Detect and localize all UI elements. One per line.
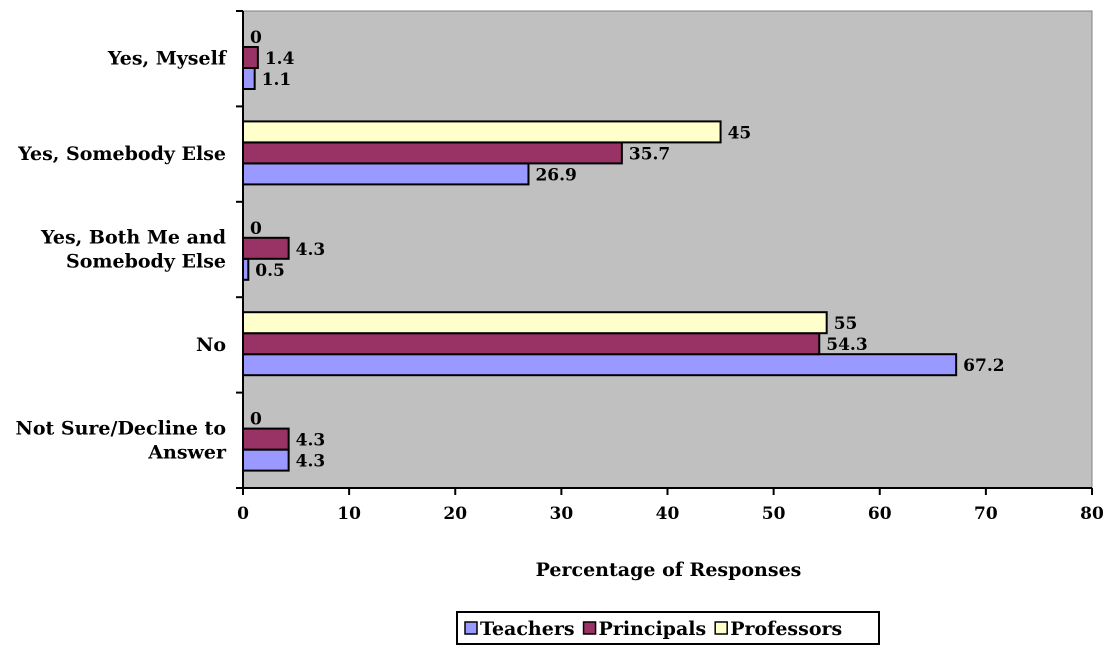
legend-swatch-teachers xyxy=(464,621,478,635)
value-label-teachers: 0.5 xyxy=(255,261,285,281)
bar-professors xyxy=(242,311,828,335)
x-tick-label: 10 xyxy=(337,504,361,524)
value-label-professors: 0 xyxy=(250,410,262,430)
bar-teachers xyxy=(242,162,530,186)
plot-area xyxy=(242,10,1093,489)
value-label-professors: 55 xyxy=(834,314,858,334)
value-label-principals: 54.3 xyxy=(826,335,867,355)
bar-principals xyxy=(242,46,259,69)
legend-label-principals: Principals xyxy=(599,618,707,640)
bar-principals xyxy=(242,332,821,356)
value-label-teachers: 4.3 xyxy=(296,452,326,472)
x-tick-label: 70 xyxy=(974,504,998,524)
bar-principals xyxy=(242,236,290,260)
legend-swatch-principals xyxy=(582,621,597,635)
category-label: Yes, Myself xyxy=(107,48,228,70)
x-tick-label: 60 xyxy=(868,504,892,524)
bar-teachers xyxy=(242,448,290,472)
value-label-professors: 0 xyxy=(250,219,262,239)
legend-label-teachers: Teachers xyxy=(480,618,575,640)
category-label: Yes, Both Me and Somebody Else xyxy=(40,227,226,273)
bars-layer: 1.11.4026.935.7450.54.3067.254.3554.34.3… xyxy=(242,28,1005,472)
value-label-principals: 1.4 xyxy=(265,49,295,69)
x-tick-label: 30 xyxy=(550,504,574,524)
value-label-principals: 4.3 xyxy=(296,431,326,451)
category-label: No xyxy=(196,334,226,356)
bar-principals xyxy=(242,427,290,451)
value-label-principals: 4.3 xyxy=(296,240,326,260)
legend-label-professors: Professors xyxy=(730,618,842,640)
category-label: Yes, Somebody Else xyxy=(17,143,226,165)
x-axis-title: Percentage of Responses xyxy=(536,559,802,581)
x-tick-label: 80 xyxy=(1080,504,1104,524)
value-label-teachers: 1.1 xyxy=(262,70,292,90)
x-tick-label: 40 xyxy=(656,504,680,524)
legend-box xyxy=(456,611,880,645)
legend: Teachers Principals Professors xyxy=(456,611,880,645)
category-label: Not Sure/Decline to Answer xyxy=(15,417,227,463)
x-tick-label: 50 xyxy=(762,504,786,524)
value-label-professors: 45 xyxy=(728,123,752,143)
value-label-teachers: 26.9 xyxy=(535,165,576,185)
bar-teachers xyxy=(242,353,958,377)
x-tick-label: 0 xyxy=(237,504,249,524)
axis-layer: Yes, Myself Yes, Somebody Else Yes, Both M… xyxy=(15,10,1104,524)
bar-professors xyxy=(242,120,722,144)
value-label-teachers: 67.2 xyxy=(963,356,1004,376)
value-label-professors: 0 xyxy=(250,28,262,48)
bar-principals xyxy=(242,141,623,165)
x-tick-label: 20 xyxy=(443,504,467,524)
value-label-principals: 35.7 xyxy=(629,144,670,164)
bar-teachers xyxy=(242,67,256,90)
legend-swatch-professors xyxy=(714,621,728,635)
